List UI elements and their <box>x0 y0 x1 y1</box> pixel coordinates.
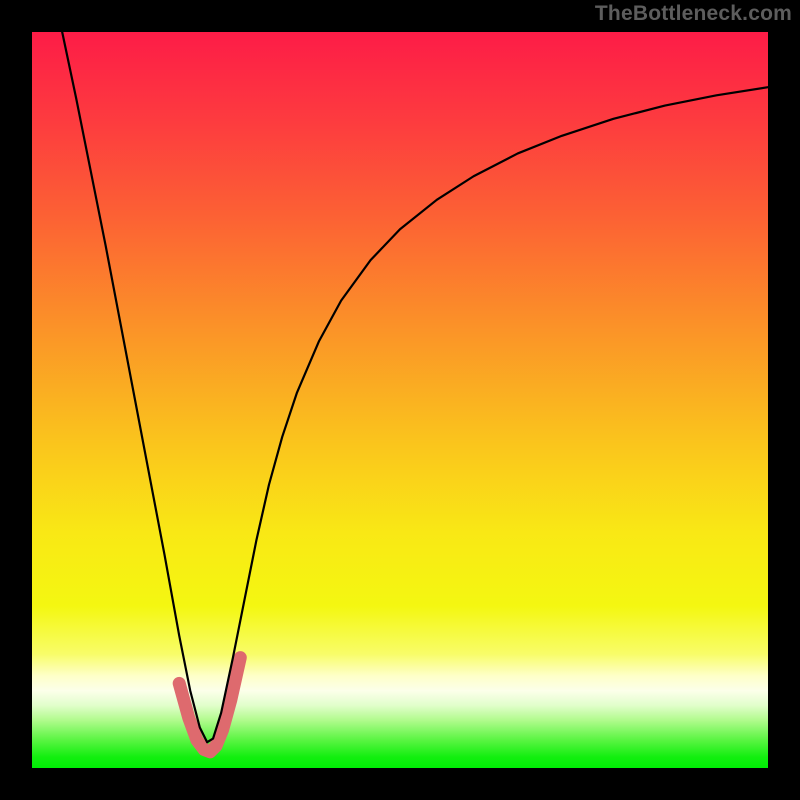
bottleneck-curve-chart <box>0 0 800 800</box>
watermark-text: TheBottleneck.com <box>595 2 792 26</box>
chart-container: TheBottleneck.com <box>0 0 800 800</box>
plot-gradient-area <box>32 32 768 768</box>
